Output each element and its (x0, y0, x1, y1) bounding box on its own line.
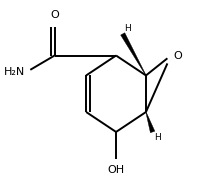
Text: H₂N: H₂N (3, 67, 25, 77)
Polygon shape (146, 112, 155, 133)
Polygon shape (121, 33, 146, 75)
Text: O: O (173, 51, 182, 61)
Text: H: H (124, 24, 131, 33)
Text: OH: OH (108, 165, 125, 175)
Text: H: H (154, 133, 161, 142)
Text: O: O (50, 10, 59, 20)
